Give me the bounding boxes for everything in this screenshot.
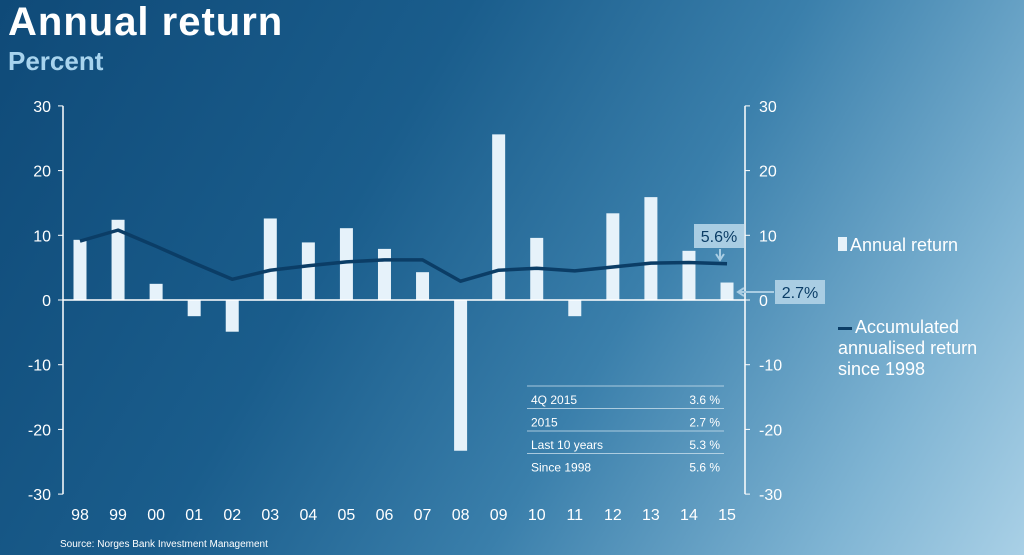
legend-line-label-2: annualised return [838, 338, 978, 358]
bar [644, 197, 658, 300]
x-tick-label: 14 [680, 507, 698, 524]
x-tick-label: 99 [109, 507, 127, 524]
annotation-accumulated: 5.6% [701, 229, 737, 246]
x-tick-label: 04 [299, 507, 317, 524]
x-tick-label: 12 [604, 507, 622, 524]
legend-bar: Annual return [838, 235, 958, 256]
x-tick-label: 05 [338, 507, 356, 524]
right-tick-label: 0 [759, 293, 768, 310]
right-tick-label: 30 [759, 99, 777, 116]
table-label: Since 1998 [531, 461, 591, 475]
bar [416, 272, 430, 300]
bar [339, 228, 353, 300]
right-tick-label: -10 [759, 358, 782, 375]
x-tick-label: 06 [376, 507, 394, 524]
x-tick-label: 02 [223, 507, 241, 524]
bar [377, 248, 391, 300]
bar [454, 300, 468, 451]
bar [720, 282, 734, 300]
right-tick-label: -20 [759, 422, 782, 439]
annotation-box [775, 280, 825, 304]
bar [111, 219, 125, 300]
table-value: 5.6 % [689, 461, 720, 475]
left-tick-label: 30 [33, 99, 51, 116]
table-value: 2.7 % [689, 416, 720, 430]
table-value: 5.3 % [689, 438, 720, 452]
legend-line-swatch [838, 326, 852, 330]
x-tick-label: 13 [642, 507, 660, 524]
right-tick-label: 20 [759, 164, 777, 181]
bar [263, 218, 277, 300]
x-tick-label: 11 [566, 507, 583, 524]
left-tick-label: -30 [28, 487, 51, 504]
table-label: 2015 [531, 416, 558, 430]
line-series [79, 228, 728, 283]
right-tick-label: 10 [759, 228, 777, 245]
legend-line: Accumulated annualised return since 1998 [838, 317, 977, 380]
x-tick-label: 10 [528, 507, 546, 524]
annotation-box [694, 224, 744, 248]
legend-line-label-1: Accumulated [855, 317, 960, 337]
x-tick-label: 98 [71, 507, 89, 524]
chart-title: Annual return [8, 0, 284, 44]
bar [149, 283, 163, 300]
bar [682, 250, 696, 300]
left-tick-label: 0 [42, 293, 51, 310]
table-label: Last 10 years [531, 438, 603, 452]
annotation-annual: 2.7% [782, 285, 818, 302]
right-tick-label: -30 [759, 487, 782, 504]
bar [73, 239, 87, 300]
table-label: 4Q 2015 [531, 393, 577, 407]
x-tick-label: 00 [147, 507, 165, 524]
x-tick-label: 08 [452, 507, 470, 524]
chart-subtitle: Percent [8, 46, 104, 76]
source-note: Source: Norges Bank Investment Managemen… [60, 539, 268, 550]
bar [187, 300, 201, 317]
x-tick-label: 15 [718, 507, 736, 524]
left-tick-label: 10 [33, 228, 51, 245]
x-tick-label: 03 [261, 507, 279, 524]
table-value: 3.6 % [689, 393, 720, 407]
bar [492, 134, 506, 300]
arrow-left-icon [736, 287, 774, 297]
left-tick-label: -10 [28, 358, 51, 375]
x-tick-label: 09 [490, 507, 508, 524]
legend-bar-swatch [838, 237, 847, 251]
left-tick-label: -20 [28, 422, 51, 439]
bar [225, 300, 239, 332]
x-tick-label: 07 [414, 507, 432, 524]
left-tick-label: 20 [33, 164, 51, 181]
bar [568, 300, 582, 317]
legend-bar-label: Annual return [850, 235, 959, 255]
arrow-down-icon [715, 249, 725, 262]
x-tick-label: 01 [185, 507, 203, 524]
bar [301, 242, 315, 300]
legend-line-label-3: since 1998 [838, 359, 926, 379]
bar [606, 213, 620, 300]
